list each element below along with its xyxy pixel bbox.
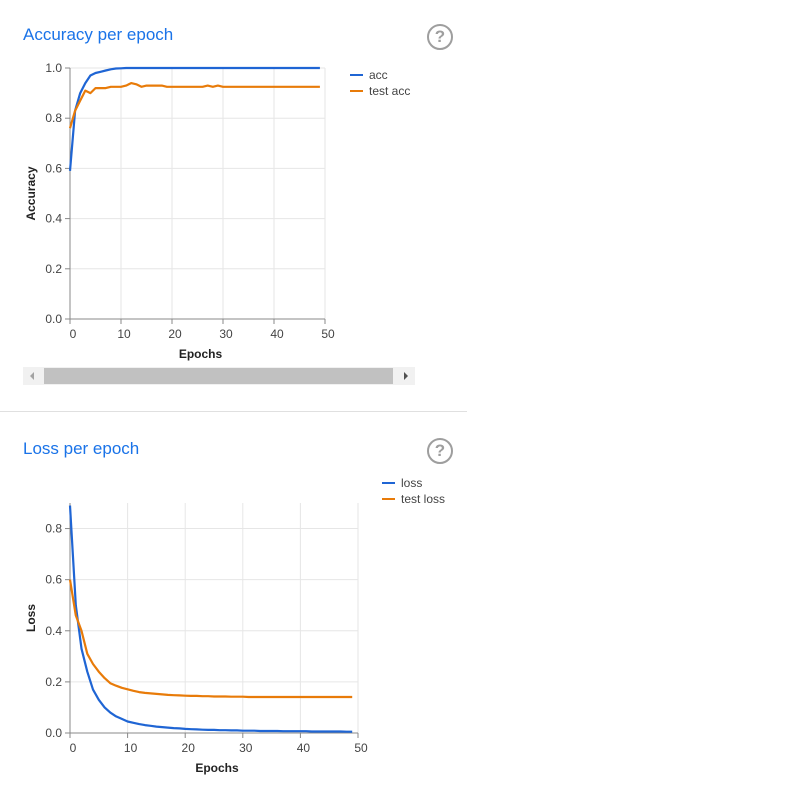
y-tick-label: 0.4: [45, 624, 62, 638]
accuracy-card-title: Accuracy per epoch: [23, 25, 174, 44]
loss-card: Loss per epoch ? 0.0 0.2 0.4 0.6 0.8 0 10 20 30 4…: [0, 413, 467, 793]
y-tick-label: 0.2: [45, 262, 62, 276]
series-line-1: [68, 505, 353, 733]
y-tick-label: 1.0: [45, 61, 62, 75]
series-line-1: [68, 66, 320, 171]
x-axis-title: Epochs: [195, 761, 239, 775]
arrow-left-icon: [30, 372, 34, 380]
y-tick-label: 0.0: [45, 312, 62, 326]
y-axis-title: Accuracy: [24, 166, 38, 220]
series-line-2: [68, 579, 353, 699]
x-tick-label: 50: [354, 741, 368, 755]
y-tick-label: 0.0: [45, 726, 62, 740]
horizontal-scrollbar[interactable]: [23, 367, 415, 385]
loss-card-title: Loss per epoch: [23, 439, 140, 458]
accuracy-card: Accuracy per epoch ? 0.0 0.2 0.4 0.6 0.8 1.0 0…: [0, 0, 467, 412]
help-icon[interactable]: ?: [427, 24, 453, 50]
legend-label: test acc: [369, 84, 410, 98]
series-line-2: [68, 81, 320, 129]
y-tick-label: 0.8: [45, 522, 62, 536]
x-tick-label: 40: [297, 741, 311, 755]
x-tick-label: 0: [70, 741, 77, 755]
x-tick-label: 20: [168, 327, 182, 341]
x-tick-label: 20: [182, 741, 196, 755]
y-tick-label: 0.4: [45, 212, 62, 226]
arrow-right-icon: [404, 372, 408, 380]
x-tick-label: 40: [270, 327, 284, 341]
legend-label: acc: [369, 68, 388, 82]
scrollbar-thumb[interactable]: [44, 368, 393, 384]
scroll-right-button[interactable]: [395, 367, 415, 385]
legend-label: loss: [401, 476, 422, 490]
y-axis-title: Loss: [24, 604, 38, 632]
x-tick-label: 30: [219, 327, 233, 341]
x-tick-label: 10: [117, 327, 131, 341]
x-tick-label: 0: [70, 327, 77, 341]
y-tick-label: 0.2: [45, 675, 62, 689]
legend-label: test loss: [401, 492, 445, 506]
y-tick-label: 0.8: [45, 111, 62, 125]
x-tick-label: 50: [321, 327, 335, 341]
scroll-left-button[interactable]: [23, 367, 43, 385]
card-divider: [0, 411, 467, 412]
x-tick-label: 10: [124, 741, 138, 755]
help-icon[interactable]: ?: [427, 438, 453, 464]
x-axis-title: Epochs: [179, 347, 223, 361]
y-tick-label: 0.6: [45, 573, 62, 587]
x-tick-label: 30: [239, 741, 253, 755]
accuracy-chart: 0.0 0.2 0.4 0.6 0.8 1.0 0 10 20 30 40 50 Epochs Accur…: [24, 61, 410, 361]
loss-chart: 0.0 0.2 0.4 0.6 0.8 0 10 20 30 40 50 Epochs Loss loss…: [24, 476, 445, 775]
y-tick-label: 0.6: [45, 161, 62, 175]
